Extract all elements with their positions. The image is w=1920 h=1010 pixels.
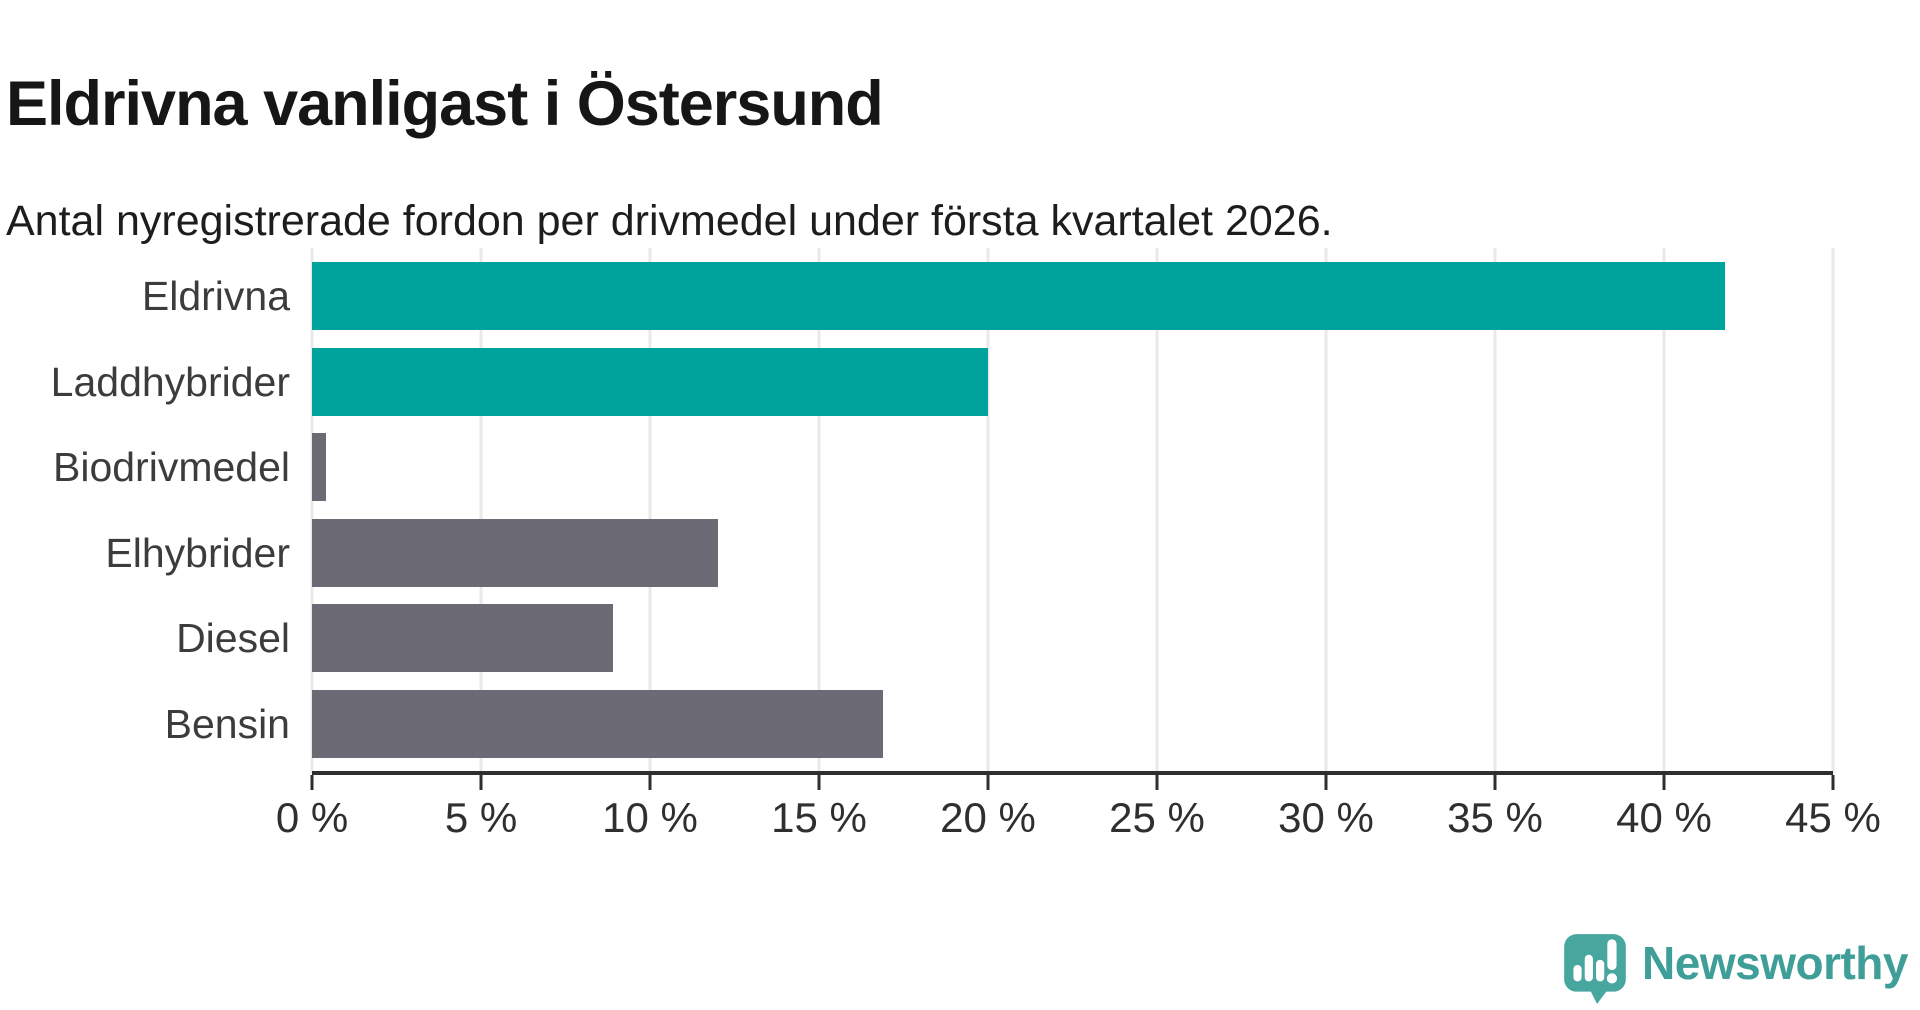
bar-laddhybrider bbox=[312, 347, 988, 416]
gridline bbox=[648, 248, 652, 773]
category-label: Laddhybrider bbox=[50, 358, 290, 405]
category-label: Elhybrider bbox=[105, 529, 290, 576]
axis-tick-label: 30 % bbox=[1278, 794, 1374, 841]
axis-tick-label: 15 % bbox=[771, 794, 867, 841]
bar-biodrivmedel bbox=[312, 433, 326, 501]
axis-tick-label: 0 % bbox=[275, 794, 349, 841]
axis-tick bbox=[479, 775, 483, 790]
newsworthy-logo: Newsworthy bbox=[1562, 928, 1908, 1004]
axis-tick bbox=[310, 775, 314, 790]
axis-tick bbox=[817, 775, 821, 790]
axis-tick bbox=[648, 775, 652, 790]
axis-tick-label: 20 % bbox=[940, 794, 1036, 841]
gridline bbox=[986, 248, 990, 773]
bar-eldrivna bbox=[312, 262, 1725, 330]
axis-tick-label: 25 % bbox=[1109, 794, 1205, 841]
chart-subtitle: Antal nyregistrerade fordon per drivmede… bbox=[6, 197, 1333, 245]
axis-tick bbox=[1831, 775, 1835, 790]
gridline bbox=[1493, 248, 1497, 773]
axis-tick bbox=[1493, 775, 1497, 790]
x-axis-line bbox=[312, 771, 1833, 775]
axis-tick bbox=[986, 775, 990, 790]
bar-elhybrider bbox=[312, 518, 718, 587]
axis-tick-label: 45 % bbox=[1785, 794, 1881, 841]
axis-tick bbox=[1324, 775, 1328, 790]
logo-wordmark: Newsworthy bbox=[1642, 937, 1908, 989]
category-axis: Eldrivna Laddhybrider Biodrivmedel Elhybrid… bbox=[0, 248, 290, 773]
gridline bbox=[1324, 248, 1328, 773]
gridline bbox=[310, 248, 314, 773]
bar-diesel bbox=[312, 604, 613, 672]
axis-tick bbox=[1662, 775, 1666, 790]
gridline bbox=[1662, 248, 1666, 773]
axis-tick-label: 40 % bbox=[1616, 794, 1712, 841]
newsworthy-bubble-barchart-icon bbox=[1564, 934, 1626, 1004]
axis-tick-label: 5 % bbox=[444, 794, 518, 841]
gridline bbox=[1831, 248, 1835, 773]
gridline bbox=[1155, 248, 1159, 773]
chart-title: Eldrivna vanligast i Östersund bbox=[6, 69, 884, 140]
category-label: Biodrivmedel bbox=[53, 444, 290, 490]
bar-bensin bbox=[312, 689, 884, 758]
axis-tick-label: 10 % bbox=[602, 794, 698, 841]
category-label: Diesel bbox=[176, 615, 290, 661]
plot-area bbox=[310, 248, 1835, 773]
gridline bbox=[817, 248, 821, 773]
axis-tick bbox=[1155, 775, 1159, 790]
category-label: Eldrivna bbox=[141, 273, 290, 319]
axis-tick-label: 35 % bbox=[1447, 794, 1543, 841]
category-label: Bensin bbox=[164, 700, 290, 747]
gridline bbox=[479, 248, 483, 773]
